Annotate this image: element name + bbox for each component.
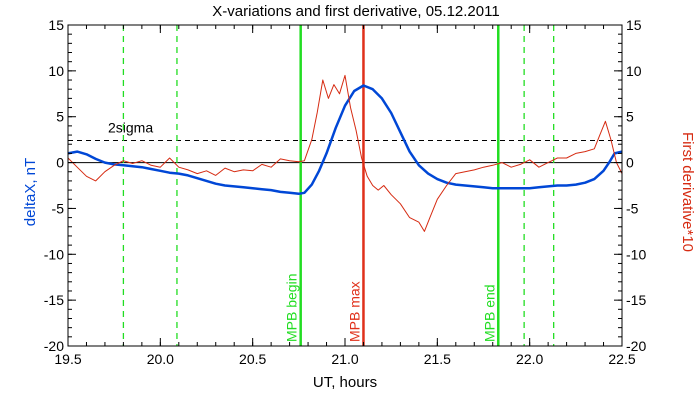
x-tick-label-0: 19.5 [54, 351, 81, 367]
x-tick-label-1: 20.0 [147, 351, 174, 367]
y-axis-left-label: deltaX, nT [22, 158, 39, 226]
y-tick-label-left-4: -5 [52, 200, 65, 216]
y-axis-right-label: First derivative*10 [679, 132, 696, 252]
vline-label-1: MPB max [346, 281, 362, 342]
y-tick-label-right-4: -5 [626, 200, 639, 216]
series-line-1 [67, 74, 623, 232]
y-tick-label-left-1: 10 [48, 63, 64, 79]
y-tick-label-left-6: -15 [44, 292, 64, 308]
y-tick-label-left-5: -10 [44, 246, 64, 262]
y-tick-label-right-1: 10 [626, 63, 642, 79]
y-tick-label-right-3: 0 [626, 155, 634, 171]
x-tick-label-5: 22.0 [516, 351, 543, 367]
x-tick-label-3: 21.0 [331, 351, 358, 367]
x-tick-label-4: 21.5 [424, 351, 451, 367]
x-tick-label-2: 20.5 [239, 351, 266, 367]
y-tick-label-right-5: -10 [626, 246, 646, 262]
y-tick-label-left-0: 15 [48, 17, 64, 33]
x-tick-label-6: 22.5 [608, 351, 635, 367]
y-tick-label-right-7: -20 [626, 338, 646, 354]
series-line-0 [67, 84, 623, 196]
plot-frame [67, 24, 623, 347]
vline-label-0: MPB begin [284, 274, 300, 342]
x-axis-label: UT, hours [313, 374, 377, 391]
y-tick-label-left-3: 0 [56, 155, 64, 171]
y-tick-label-left-2: 5 [56, 109, 64, 125]
threshold-label: 2sigma [108, 120, 153, 136]
y-tick-label-right-0: 15 [626, 17, 642, 33]
y-tick-label-right-2: 5 [626, 109, 634, 125]
y-tick-label-left-7: -20 [44, 338, 64, 354]
vline-label-2: MPB end [481, 284, 497, 342]
y-tick-label-right-6: -15 [626, 292, 646, 308]
chart-title: X-variations and first derivative, 05.12… [212, 3, 499, 20]
